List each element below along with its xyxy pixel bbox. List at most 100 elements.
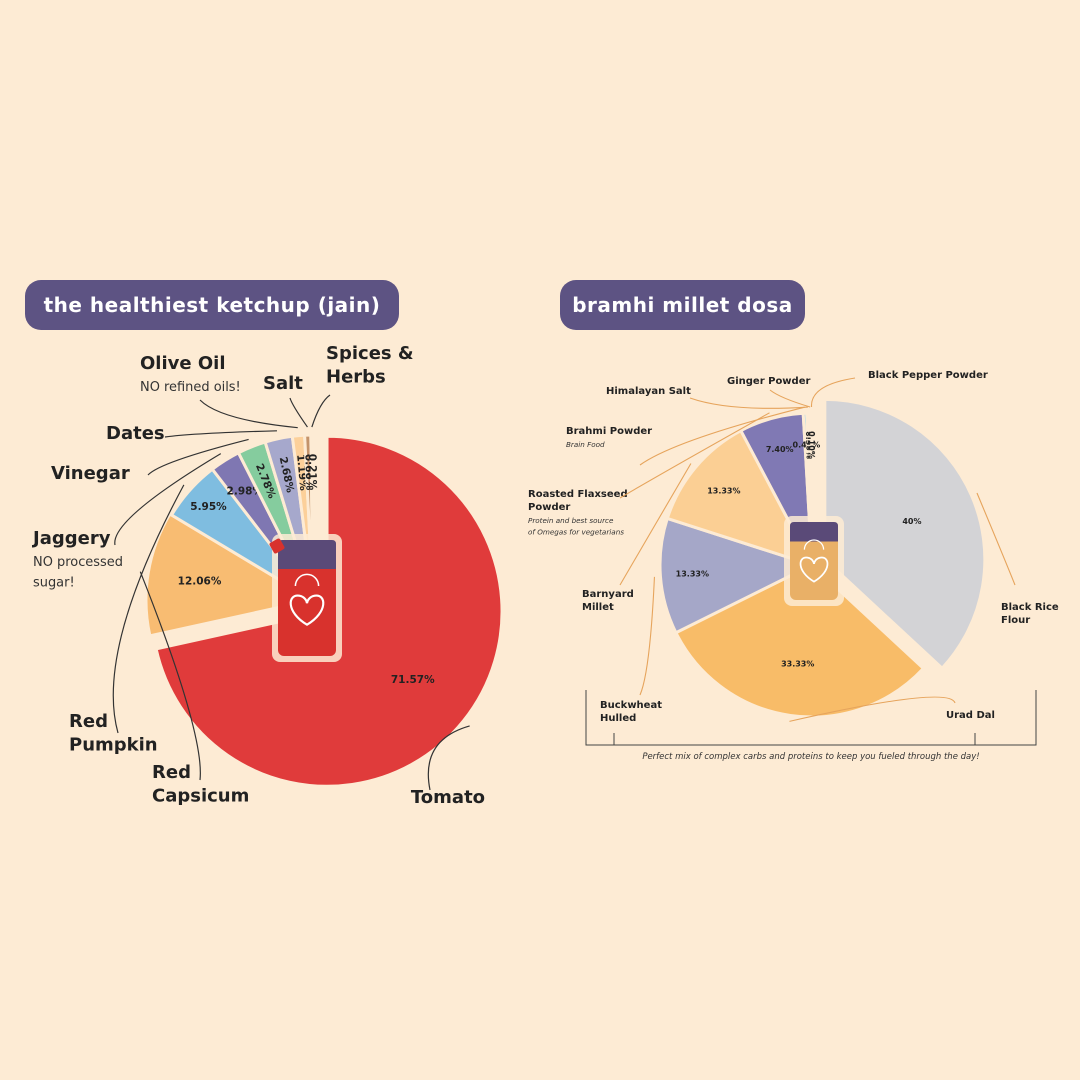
pct-label-red-pumpkin: 5.95%	[190, 501, 227, 513]
name-label-vinegar: Vinegar	[51, 463, 130, 484]
leader-barnyard-millet	[619, 463, 692, 586]
leader-black-rice-flour	[976, 492, 1016, 586]
slice-red-capsicum	[144, 511, 318, 638]
name-line: Spices &	[326, 343, 414, 364]
name-line: Red	[152, 762, 191, 783]
name-label-brahmi-powder: Brahmi Powder Brain Food	[566, 426, 652, 449]
name-label-jaggery: Jaggery NO processed sugar!	[31, 528, 123, 591]
ketchup-title-badge: the healthiest ketchup (jain)	[25, 280, 399, 330]
name-line: Hulled	[600, 713, 636, 724]
name-line: Black Rice	[1001, 602, 1059, 613]
name-line: Capsicum	[152, 785, 249, 806]
leader-red-capsicum	[139, 571, 201, 781]
sun-arc-icon	[294, 573, 320, 587]
slice-spices-herbs	[309, 433, 315, 601]
sub-line: Protein and best source	[528, 516, 614, 525]
pct-label-tomato: 71.57%	[391, 674, 435, 686]
heart-logo-icon	[289, 594, 325, 626]
name-line: Dates	[106, 423, 165, 444]
sun-arc-icon	[803, 539, 825, 550]
pct-label-roasted-flaxseed-powder: 7.40%	[766, 445, 794, 454]
pouches	[269, 516, 844, 662]
pct-label-jaggery: 2.98%	[227, 486, 264, 498]
sub-line: of Omegas for vegetarians	[528, 528, 624, 537]
pct-label-black-rice-flour: 40%	[902, 517, 921, 526]
dosa-title-badge: bramhi millet dosa	[560, 280, 805, 330]
ketchup-title: the healthiest ketchup (jain)	[43, 293, 381, 317]
name-label-dates: Dates	[106, 423, 165, 444]
slice-black-rice-flour	[823, 397, 987, 671]
pct-label-barnyard-millet: 13.33%	[707, 487, 740, 496]
pct-label-urad-dal: 33.33%	[781, 659, 814, 668]
name-line: Buckwheat	[600, 700, 662, 711]
pouch-body	[278, 560, 336, 656]
leader-dates	[164, 430, 277, 438]
pct-label-buckwheat-hulled: 13.33%	[676, 570, 709, 579]
leader-urad-dal	[789, 696, 956, 722]
leader-olive-oil	[199, 399, 298, 429]
pct-label-red-capsicum: 12.06%	[178, 575, 222, 587]
pouch-top	[278, 540, 336, 569]
leader-salt	[289, 397, 308, 428]
name-label-olive-oil: Olive Oil NO refined oils!	[140, 353, 241, 395]
leader-brahmi-powder	[639, 406, 805, 466]
sub-line: sugar!	[33, 576, 75, 591]
name-line: Millet	[582, 602, 614, 613]
ketchup-pouch	[272, 534, 342, 662]
name-line: Flour	[1001, 615, 1030, 626]
name-line: Olive Oil	[140, 353, 226, 374]
name-line: Ginger Powder	[727, 376, 810, 387]
name-line: Jaggery	[31, 528, 111, 549]
name-label-buckwheat-hulled: Buckwheat Hulled	[600, 700, 662, 724]
slice-buckwheat-hulled	[658, 516, 816, 635]
leader-buckwheat-hulled	[639, 576, 655, 696]
leader-spices-herbs	[311, 394, 331, 428]
ketchup-pie: 71.57%Tomato12.06%RedCapsicum5.95%RedPum…	[31, 343, 504, 808]
heart-logo-icon	[799, 556, 829, 583]
dosa-pouch	[784, 516, 844, 606]
dosa-title: bramhi millet dosa	[572, 293, 793, 317]
name-line: Red	[69, 711, 108, 732]
name-line: Brahmi Powder	[566, 426, 652, 437]
pouch-spout	[269, 538, 285, 554]
name-label-urad-dal: Urad Dal	[946, 710, 995, 721]
sub-line: NO refined oils!	[140, 380, 241, 395]
leader-roasted-flaxseed-powder	[619, 412, 770, 499]
name-label-spices-herbs: Spices &Herbs	[326, 343, 414, 387]
name-line: Urad Dal	[946, 710, 995, 721]
pct-label-black-pepper-powder: 0.10%	[807, 431, 816, 459]
leader-himalayan-salt	[689, 397, 808, 409]
leader-tomato	[427, 725, 470, 791]
leader-black-pepper-powder	[810, 377, 856, 408]
pouch-body	[790, 536, 838, 600]
name-label-salt: Salt	[263, 373, 303, 394]
leader-jaggery	[114, 453, 222, 546]
name-line: Barnyard	[582, 589, 634, 600]
leader-red-pumpkin	[112, 484, 185, 734]
dosa-bracket	[585, 690, 1037, 746]
name-label-black-pepper-powder: Black Pepper Powder	[868, 370, 988, 381]
slice-barnyard-millet	[665, 428, 816, 568]
name-line: Herbs	[326, 366, 386, 387]
name-line: Tomato	[411, 787, 485, 808]
leader-ginger-powder	[769, 389, 811, 408]
name-line: Salt	[263, 373, 303, 394]
pouch-top	[790, 522, 838, 542]
name-line: Himalayan Salt	[606, 386, 691, 397]
name-label-black-rice-flour: Black Rice Flour	[1001, 602, 1059, 626]
name-label-tomato: Tomato	[411, 787, 485, 808]
pct-label-spices-herbs: 0.21%	[306, 454, 318, 491]
bracket-line	[585, 690, 1037, 746]
name-line: Powder	[528, 502, 570, 513]
name-label-barnyard-millet: Barnyard Millet	[582, 589, 634, 613]
name-label-himalayan-salt: Himalayan Salt	[606, 386, 691, 397]
name-line: Roasted Flaxseed	[528, 489, 628, 500]
dosa-footnote: Perfect mix of complex carbs and protein…	[642, 752, 980, 762]
sub-line: NO processed	[33, 555, 123, 570]
name-label-ginger-powder: Ginger Powder	[727, 376, 810, 387]
name-line: Vinegar	[51, 463, 130, 484]
sub-line: Brain Food	[566, 440, 605, 449]
